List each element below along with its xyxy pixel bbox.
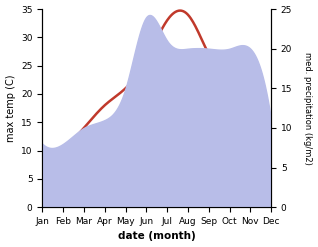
Y-axis label: max temp (C): max temp (C) — [5, 74, 16, 142]
Y-axis label: med. precipitation (kg/m2): med. precipitation (kg/m2) — [303, 52, 313, 165]
X-axis label: date (month): date (month) — [118, 231, 196, 242]
